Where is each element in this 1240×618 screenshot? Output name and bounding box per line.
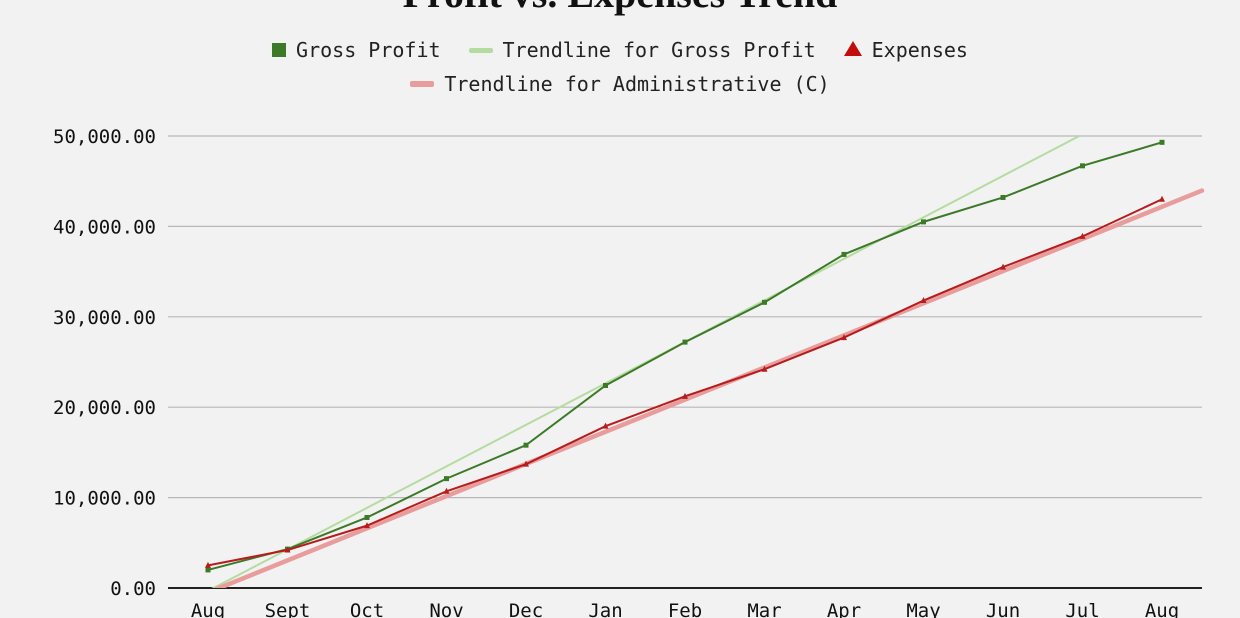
triangle-marker-icon (843, 41, 862, 56)
data-point-expenses (841, 334, 847, 341)
data-point-gross-profit (921, 219, 926, 225)
data-point-expenses (920, 297, 927, 304)
data-point-gross-profit (1159, 139, 1165, 145)
x-tick-label: Aug (1145, 600, 1179, 618)
data-point-gross-profit (444, 476, 449, 482)
series-line-expenses (207, 198, 1163, 567)
legend-item-trendline-administrative[interactable]: Trendline for Administrative (C) (410, 72, 830, 96)
y-tick-label: 0.00 (110, 578, 156, 600)
data-point-expenses (205, 561, 211, 568)
data-point-gross-profit (762, 299, 767, 305)
legend-item-trendline-gross-profit[interactable]: Trendline for Gross Profit (468, 38, 816, 62)
legend-row-2: Trendline for Administrative (C) (0, 72, 1240, 96)
data-point-gross-profit (841, 251, 847, 257)
data-point-gross-profit (523, 442, 529, 448)
chart-title: Profit vs. Expenses Trend (0, 0, 1240, 17)
x-tick-label: Jan (588, 600, 622, 618)
line-swatch-icon (468, 47, 493, 53)
data-point-gross-profit (364, 514, 370, 520)
legend-label: Trendline for Administrative (C) (444, 72, 830, 96)
x-tick-label: Sept (265, 600, 311, 618)
x-tick-label: Mar (747, 600, 781, 618)
y-tick-label: 40,000.00 (53, 216, 156, 238)
square-marker-icon (272, 43, 287, 57)
data-point-expenses (364, 522, 370, 529)
data-point-gross-profit (682, 339, 688, 345)
data-point-expenses (523, 460, 529, 467)
y-tick-label: 50,000.00 (53, 126, 156, 148)
y-tick-label: 30,000.00 (53, 307, 156, 329)
x-tick-label: Apr (827, 600, 861, 618)
trendline-administrative (213, 188, 1205, 588)
x-tick-label: Oct (350, 600, 384, 618)
data-point-expenses (761, 365, 768, 372)
data-point-gross-profit (1000, 194, 1006, 200)
data-point-gross-profit (603, 383, 608, 389)
data-point-expenses (602, 422, 609, 429)
data-point-expenses (443, 487, 450, 494)
x-tick-label: Jul (1065, 600, 1099, 618)
x-tick-label: Dec (509, 600, 543, 618)
series-line-gross-profit (207, 141, 1163, 571)
data-point-expenses (1159, 195, 1165, 202)
data-point-expenses (682, 392, 688, 399)
x-tick-label: Jun (986, 600, 1020, 618)
legend-item-expenses[interactable]: Expenses (843, 38, 968, 62)
x-tick-label: May (906, 600, 940, 618)
legend-label: Trendline for Gross Profit (502, 38, 816, 62)
legend-label: Expenses (871, 38, 968, 62)
legend-item-gross-profit[interactable]: Gross Profit (272, 38, 441, 62)
x-tick-label: Feb (668, 600, 702, 618)
line-swatch-icon (410, 81, 435, 87)
data-point-gross-profit (1080, 163, 1085, 169)
x-tick-label: Aug (191, 600, 225, 618)
x-tick-label: Nov (429, 600, 463, 618)
data-point-expenses (1000, 263, 1006, 270)
data-point-gross-profit (205, 567, 211, 573)
data-point-expenses (284, 546, 291, 553)
y-tick-label: 10,000.00 (53, 488, 156, 510)
legend-label: Gross Profit (296, 38, 441, 62)
y-tick-label: 20,000.00 (53, 397, 156, 419)
data-point-expenses (1079, 232, 1086, 239)
legend: Gross Profit Trendline for Gross Profit … (0, 38, 1240, 62)
